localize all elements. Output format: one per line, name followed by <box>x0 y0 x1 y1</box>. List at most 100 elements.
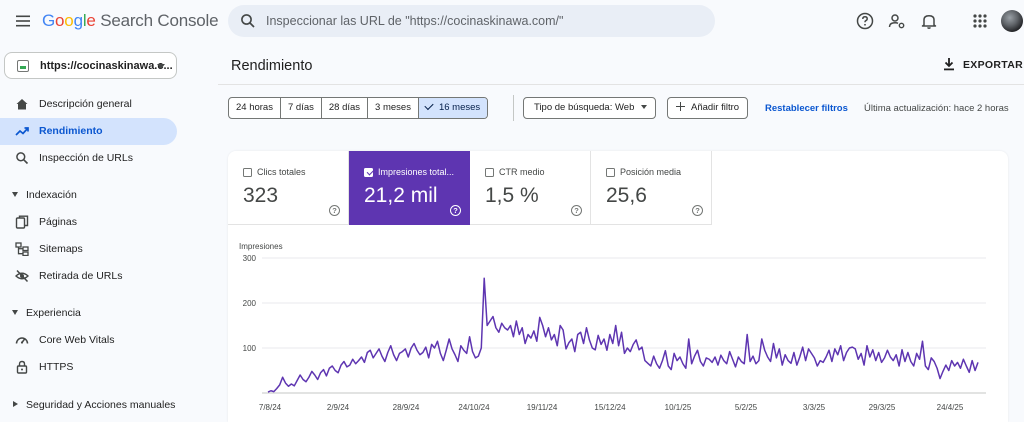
date-range-24h[interactable]: 24 horas <box>229 98 281 118</box>
metric-total-clicks[interactable]: Clics totales 323 ? <box>228 151 349 225</box>
filter-separator <box>513 95 514 121</box>
x-tick-label: 15/12/24 <box>594 403 626 412</box>
property-url: https://cocinaskinawa.c... <box>40 60 173 72</box>
logo-letter: o <box>64 11 74 30</box>
search-icon <box>241 14 255 28</box>
chevron-down-icon <box>157 64 165 69</box>
date-range-label: 16 meses <box>438 102 481 113</box>
sidebar-item-label: Descripción general <box>39 98 132 110</box>
search-icon <box>16 152 29 165</box>
url-inspection-search[interactable] <box>228 5 715 37</box>
property-selector[interactable]: https://cocinaskinawa.c... <box>4 52 177 79</box>
metric-label: Impresiones total... <box>378 167 455 177</box>
section-label: Experiencia <box>26 307 81 319</box>
metric-value: 1,5 % <box>485 184 539 207</box>
apps-grid-icon[interactable] <box>970 11 990 31</box>
check-icon <box>424 100 434 111</box>
expand-arrow-icon <box>12 192 18 197</box>
x-tick-label: 28/9/24 <box>393 403 420 412</box>
help-icon[interactable]: ? <box>329 205 340 216</box>
manage-users-icon[interactable] <box>887 11 907 31</box>
date-range-3m[interactable]: 3 meses <box>368 98 419 118</box>
logo-letter: o <box>55 11 65 30</box>
search-type-filter[interactable]: Tipo de búsqueda: Web <box>523 97 657 119</box>
logo-letter: l <box>82 11 87 30</box>
logo-letter: g <box>73 11 83 30</box>
logo-product-name: Search Console <box>95 11 219 30</box>
sidebar-item-removals[interactable]: Retirada de URLs <box>0 263 177 290</box>
help-icon[interactable] <box>855 11 875 31</box>
sidebar-item-https[interactable]: HTTPS <box>0 354 177 381</box>
dropdown-arrow-icon <box>641 105 648 109</box>
metric-average-position[interactable]: Posición media 25,6 ? <box>591 151 712 225</box>
avatar[interactable] <box>1001 10 1023 32</box>
trending-icon <box>15 127 29 136</box>
x-tick-label: 24/10/24 <box>458 403 490 412</box>
header-divider <box>218 84 1024 85</box>
x-tick-label: 5/2/25 <box>735 403 758 412</box>
impressions-chart: Impresiones 100 200 300 7/8/24 2/9/24 28/9/24 2… <box>239 242 986 412</box>
property-icon <box>17 60 29 72</box>
date-range-7d[interactable]: 7 días <box>281 98 322 118</box>
metric-total-impressions[interactable]: Impresiones total... 21,2 mil ? <box>349 151 470 225</box>
eye-off-icon <box>15 269 29 283</box>
sidebar-item-core-web-vitals[interactable]: Core Web Vitals <box>0 327 177 354</box>
sidebar-item-label: Core Web Vitals <box>39 334 115 346</box>
sidebar-item-pages[interactable]: Páginas <box>0 209 177 236</box>
speed-gauge-icon <box>15 337 29 344</box>
sidebar-section-indexing[interactable]: Indexación <box>0 185 177 205</box>
add-filter-button[interactable]: Añadir filtro <box>667 97 749 119</box>
section-label: Indexación <box>26 189 77 201</box>
sidebar-item-overview[interactable]: Descripción general <box>0 91 177 118</box>
export-label: EXPORTAR <box>963 59 1023 71</box>
help-icon[interactable]: ? <box>692 205 703 216</box>
x-tick-label: 19/11/24 <box>527 403 558 412</box>
metric-average-ctr[interactable]: CTR medio 1,5 % ? <box>470 151 591 225</box>
help-icon[interactable]: ? <box>450 205 461 216</box>
series-line <box>267 277 979 393</box>
y-axis-title: Impresiones <box>239 242 283 251</box>
x-tick-label: 7/8/24 <box>259 403 282 412</box>
logo-letter: G <box>42 11 56 30</box>
x-tick-label: 24/4/25 <box>937 403 964 412</box>
sidebar-item-sitemaps[interactable]: Sitemaps <box>0 236 177 263</box>
sidebar-item-performance[interactable]: Rendimiento <box>0 118 177 145</box>
sidebar-item-label: Inspección de URLs <box>39 152 133 164</box>
sitemap-icon <box>15 242 29 256</box>
menu-icon[interactable] <box>14 12 32 30</box>
help-icon[interactable]: ? <box>571 205 582 216</box>
top-bar: Google Search Console <box>0 0 1024 44</box>
date-range-16m[interactable]: 16 meses <box>418 98 488 118</box>
date-range-28d[interactable]: 28 días <box>322 98 369 118</box>
page-title: Rendimiento <box>231 58 313 74</box>
x-tick-label: 29/3/25 <box>869 403 896 412</box>
product-logo[interactable]: Google Search Console <box>42 11 219 31</box>
sidebar-section-security[interactable]: Seguridad y Acciones manuales <box>0 395 177 415</box>
download-icon <box>944 58 954 71</box>
metric-label: CTR medio <box>499 167 545 177</box>
sidebar-item-label: Rendimiento <box>39 125 103 137</box>
metric-checkbox[interactable] <box>243 168 252 177</box>
x-tick-label: 2/9/24 <box>327 403 350 412</box>
sidebar-section-experience[interactable]: Experiencia <box>0 303 177 323</box>
x-tick-label: 3/3/25 <box>803 403 826 412</box>
notifications-icon[interactable] <box>919 11 939 31</box>
sidebar-item-url-inspection[interactable]: Inspección de URLs <box>0 145 177 172</box>
metric-checkbox[interactable] <box>606 168 615 177</box>
sidebar-item-label: Retirada de URLs <box>39 270 123 282</box>
plus-icon <box>676 102 685 111</box>
expand-arrow-icon <box>12 310 18 315</box>
home-icon <box>16 99 28 110</box>
metric-label: Clics totales <box>257 167 306 177</box>
last-update-text: Última actualización: hace 2 horas <box>864 103 1009 114</box>
y-tick-label: 200 <box>243 299 257 308</box>
metric-checkbox[interactable] <box>364 168 373 177</box>
y-tick-label: 300 <box>243 254 257 263</box>
reset-filters-link[interactable]: Restablecer filtros <box>765 103 848 114</box>
y-tick-label: 100 <box>243 344 257 353</box>
search-input[interactable] <box>266 5 706 37</box>
metric-value: 323 <box>243 184 279 207</box>
sidebar-item-label: Sitemaps <box>39 243 83 255</box>
metric-checkbox[interactable] <box>485 168 494 177</box>
x-tick-label: 10/1/25 <box>665 403 692 412</box>
